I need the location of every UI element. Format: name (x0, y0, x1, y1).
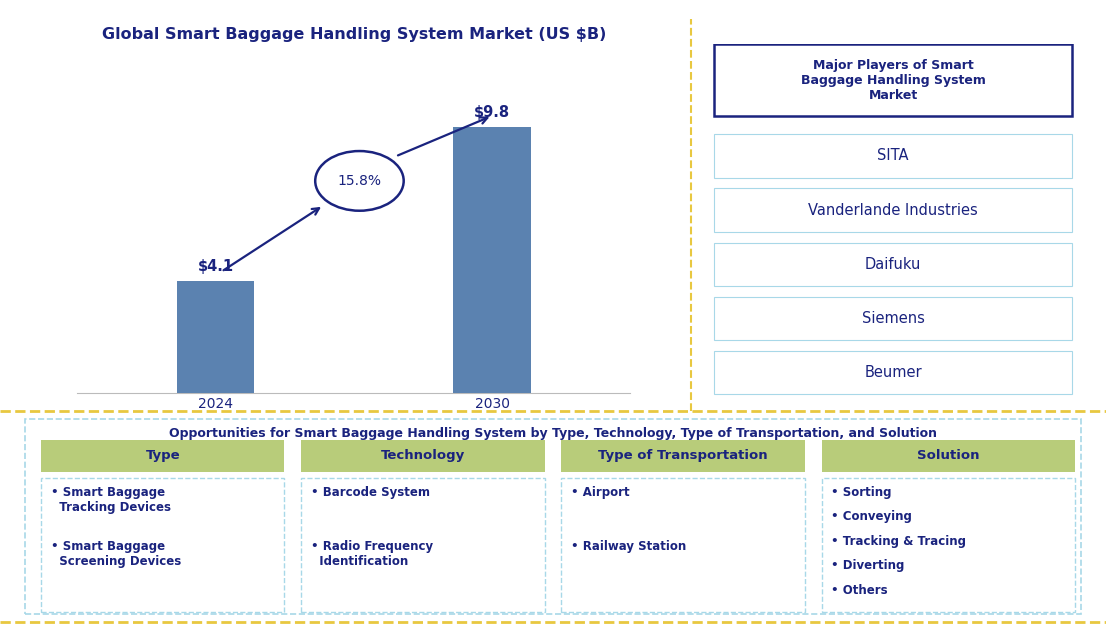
FancyBboxPatch shape (41, 440, 284, 472)
Text: • Conveying: • Conveying (832, 511, 912, 523)
Text: • Smart Baggage
  Tracking Devices: • Smart Baggage Tracking Devices (51, 486, 170, 514)
Text: Type of Transportation: Type of Transportation (598, 449, 768, 462)
Text: • Tracking & Tracing: • Tracking & Tracing (832, 535, 967, 548)
Title: Global Smart Baggage Handling System Market (US $B): Global Smart Baggage Handling System Mar… (102, 28, 606, 43)
FancyBboxPatch shape (562, 478, 805, 612)
Text: Daifuku: Daifuku (865, 257, 921, 272)
FancyBboxPatch shape (562, 440, 805, 472)
FancyBboxPatch shape (822, 440, 1075, 472)
Text: • Radio Frequency
  Identification: • Radio Frequency Identification (311, 540, 434, 568)
FancyBboxPatch shape (713, 242, 1073, 286)
Ellipse shape (315, 151, 404, 211)
Text: $9.8: $9.8 (474, 105, 510, 120)
Text: • Diverting: • Diverting (832, 560, 905, 572)
FancyBboxPatch shape (41, 478, 284, 612)
FancyBboxPatch shape (713, 44, 1073, 116)
Text: • Others: • Others (832, 584, 888, 597)
Text: Beumer: Beumer (864, 365, 922, 380)
Text: • Barcode System: • Barcode System (311, 486, 430, 499)
Text: • Sorting: • Sorting (832, 486, 891, 499)
FancyBboxPatch shape (713, 297, 1073, 340)
FancyBboxPatch shape (713, 134, 1073, 178)
Text: • Railway Station: • Railway Station (571, 540, 687, 553)
Text: Opportunities for Smart Baggage Handling System by Type, Technology, Type of Tra: Opportunities for Smart Baggage Handling… (169, 428, 937, 440)
FancyBboxPatch shape (301, 440, 544, 472)
FancyBboxPatch shape (25, 418, 1081, 614)
Bar (453, 127, 531, 392)
FancyBboxPatch shape (713, 188, 1073, 232)
Text: $4.1: $4.1 (198, 259, 233, 274)
Text: Siemens: Siemens (862, 311, 925, 326)
Text: Source: Lucintel: Source: Lucintel (583, 423, 697, 436)
Text: Technology: Technology (380, 449, 465, 462)
FancyBboxPatch shape (301, 478, 544, 612)
Text: • Airport: • Airport (571, 486, 629, 499)
Text: 15.8%: 15.8% (337, 174, 382, 188)
FancyBboxPatch shape (822, 478, 1075, 612)
Text: • Smart Baggage
  Screening Devices: • Smart Baggage Screening Devices (51, 540, 181, 568)
Text: Type: Type (146, 449, 180, 462)
Text: SITA: SITA (877, 148, 909, 163)
Text: Solution: Solution (917, 449, 980, 462)
Text: Major Players of Smart
Baggage Handling System
Market: Major Players of Smart Baggage Handling … (801, 58, 985, 102)
FancyBboxPatch shape (713, 351, 1073, 394)
Bar (177, 281, 254, 392)
Text: Vanderlande Industries: Vanderlande Industries (808, 203, 978, 217)
